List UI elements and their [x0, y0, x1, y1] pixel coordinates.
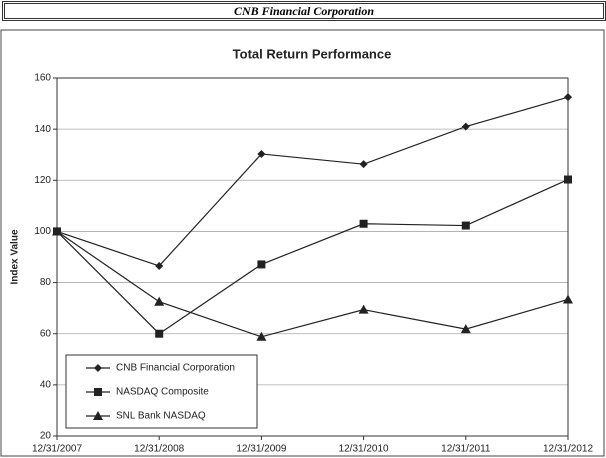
marker	[256, 331, 267, 341]
marker	[257, 149, 266, 158]
legend-label: CNB Financial Corporation	[116, 363, 235, 374]
marker	[358, 304, 369, 314]
marker	[257, 260, 266, 269]
marker	[461, 122, 470, 131]
marker	[154, 296, 165, 306]
y-tick-label: 160	[34, 73, 51, 84]
chart-title: Total Return Performance	[233, 46, 392, 61]
legend-label: NASDAQ Composite	[116, 387, 209, 398]
y-tick-label: 60	[40, 328, 52, 339]
y-tick-label: 120	[34, 175, 51, 186]
marker	[564, 175, 572, 184]
x-tick-label: 12/31/2011	[441, 444, 491, 455]
x-tick-label: 12/31/2009	[236, 444, 286, 455]
marker	[94, 364, 102, 372]
series-line	[56, 178, 569, 335]
marker	[359, 219, 368, 228]
marker	[93, 411, 103, 420]
x-tick-label: 12/31/2008	[134, 444, 184, 455]
x-tick-label: 12/31/2012	[543, 444, 593, 455]
marker	[460, 324, 471, 334]
x-tick-label: 12/31/2010	[339, 444, 389, 455]
marker	[52, 226, 62, 236]
marker	[155, 261, 164, 270]
series-line	[56, 96, 569, 267]
legend-label: SNL Bank NASDAQ	[116, 411, 206, 422]
marker	[359, 160, 368, 169]
marker	[564, 93, 572, 102]
chart-frame	[0, 29, 605, 457]
marker	[155, 329, 164, 338]
y-tick-label: 20	[40, 431, 52, 442]
y-tick-label: 100	[34, 226, 51, 237]
marker	[94, 388, 102, 396]
x-tick-label: 12/31/2007	[32, 444, 82, 455]
page-header: CNB Financial Corporation	[2, 1, 606, 21]
series-line	[56, 230, 569, 338]
y-tick-label: 80	[40, 277, 52, 288]
plot-frame	[56, 77, 569, 437]
y-tick-label: 40	[40, 379, 52, 390]
marker	[563, 294, 573, 304]
marker	[461, 221, 470, 230]
y-axis-label: Index Value	[10, 229, 21, 284]
y-tick-label: 140	[34, 124, 51, 135]
